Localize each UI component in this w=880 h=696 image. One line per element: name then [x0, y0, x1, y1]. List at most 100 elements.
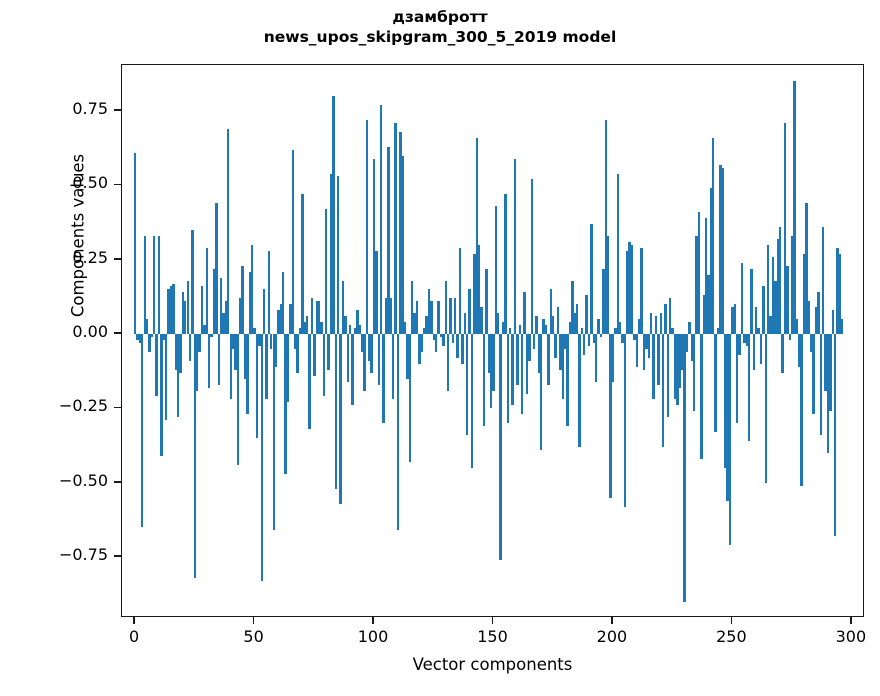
bar [716, 328, 720, 335]
bar [509, 328, 512, 335]
bar [647, 334, 650, 358]
bar [231, 334, 235, 349]
bar [215, 203, 218, 335]
bar [203, 325, 206, 335]
bar [559, 334, 562, 370]
bar [513, 158, 517, 335]
bar [401, 155, 404, 335]
bar [365, 120, 369, 335]
bar [301, 194, 304, 335]
x-tick-mark [491, 617, 494, 624]
bar [609, 334, 612, 498]
bar [657, 334, 660, 385]
bar [239, 298, 242, 335]
bar [298, 328, 302, 335]
y-tick-label: −0.75 [58, 545, 108, 565]
bar [516, 334, 519, 385]
bar [351, 334, 354, 406]
bar [198, 334, 201, 352]
bar [466, 334, 469, 436]
bar [255, 334, 259, 439]
x-tick-mark [252, 617, 255, 624]
bar [222, 313, 225, 335]
y-tick-mark [114, 332, 121, 334]
y-tick-label: 0.75 [72, 99, 108, 119]
bar [389, 298, 392, 335]
bar [738, 334, 741, 355]
bar [327, 334, 330, 370]
bar [666, 334, 670, 418]
bar [597, 319, 600, 335]
bar [272, 334, 275, 531]
bar [358, 325, 361, 335]
bar [640, 247, 643, 335]
bar [821, 227, 825, 335]
bar [767, 244, 770, 335]
bar [310, 298, 314, 335]
bar [707, 274, 710, 335]
bar [788, 334, 791, 340]
bar [540, 334, 543, 450]
bar [356, 310, 359, 335]
bar [566, 334, 569, 427]
bar [669, 298, 672, 335]
bar [353, 328, 357, 335]
bar [695, 235, 698, 335]
bar [530, 179, 533, 335]
bar [415, 301, 419, 335]
bar [580, 328, 584, 335]
bar [260, 334, 263, 581]
y-axis-label: Components values [68, 153, 88, 318]
bar [771, 256, 775, 335]
bar [322, 334, 326, 397]
bar [671, 328, 674, 335]
bar [133, 152, 137, 335]
bar [169, 286, 173, 335]
x-tick-mark [133, 617, 135, 624]
bar [337, 176, 340, 335]
bar [442, 334, 445, 346]
bar [251, 244, 254, 335]
bar [573, 313, 576, 335]
bar [774, 280, 777, 335]
bar [814, 307, 818, 335]
bar [143, 235, 146, 335]
bar [735, 334, 739, 424]
bar [786, 265, 789, 335]
bar [642, 334, 646, 370]
bar [425, 316, 428, 335]
bar [645, 334, 648, 349]
bar [554, 334, 557, 358]
bar [279, 304, 283, 335]
bar [227, 128, 230, 335]
bar [549, 289, 553, 335]
bar [136, 334, 139, 340]
bar [315, 301, 318, 335]
bar [759, 334, 763, 364]
bar [148, 334, 151, 352]
bar [432, 334, 435, 340]
bar [575, 304, 579, 335]
bar [289, 304, 292, 335]
bar [681, 334, 684, 370]
plot-axes-frame [121, 64, 864, 617]
bar [485, 268, 488, 335]
x-tick-label: 150 [477, 627, 508, 646]
bar [568, 322, 572, 335]
bar [191, 230, 194, 335]
bar [654, 316, 658, 335]
y-tick-label: 0.00 [72, 322, 108, 342]
y-tick-label: −0.50 [58, 470, 108, 490]
bar [504, 194, 507, 335]
x-axis-label: Vector components [412, 655, 573, 674]
bar [339, 334, 342, 504]
bar [470, 334, 474, 468]
bar [176, 334, 180, 418]
bar [511, 334, 514, 406]
bar [258, 334, 261, 346]
bar [778, 227, 782, 335]
bar [838, 253, 842, 335]
bar [308, 334, 311, 430]
bar [391, 334, 395, 400]
bar [418, 334, 421, 364]
